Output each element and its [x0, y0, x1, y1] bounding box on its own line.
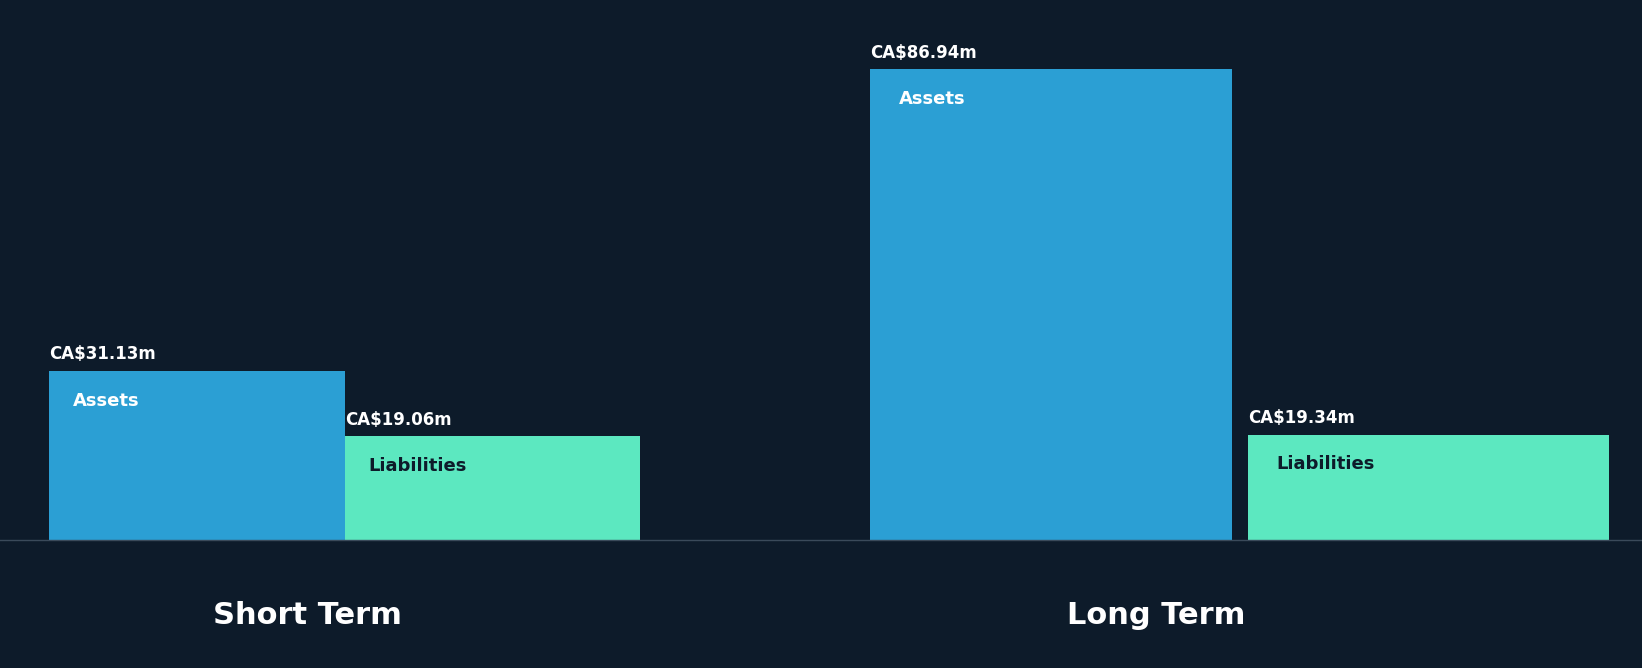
Text: Liabilities: Liabilities: [368, 457, 466, 475]
Text: Long Term: Long Term: [1067, 601, 1246, 630]
FancyBboxPatch shape: [1248, 435, 1609, 540]
Text: Assets: Assets: [72, 391, 140, 409]
Text: Liabilities: Liabilities: [1277, 456, 1376, 474]
FancyBboxPatch shape: [345, 436, 640, 540]
Text: CA$31.13m: CA$31.13m: [49, 345, 156, 363]
Text: CA$86.94m: CA$86.94m: [870, 43, 977, 61]
FancyBboxPatch shape: [870, 69, 1232, 540]
Text: CA$19.34m: CA$19.34m: [1248, 409, 1355, 428]
Text: CA$19.06m: CA$19.06m: [345, 411, 452, 429]
Text: Assets: Assets: [900, 90, 965, 108]
Text: Short Term: Short Term: [213, 601, 402, 630]
FancyBboxPatch shape: [49, 371, 345, 540]
